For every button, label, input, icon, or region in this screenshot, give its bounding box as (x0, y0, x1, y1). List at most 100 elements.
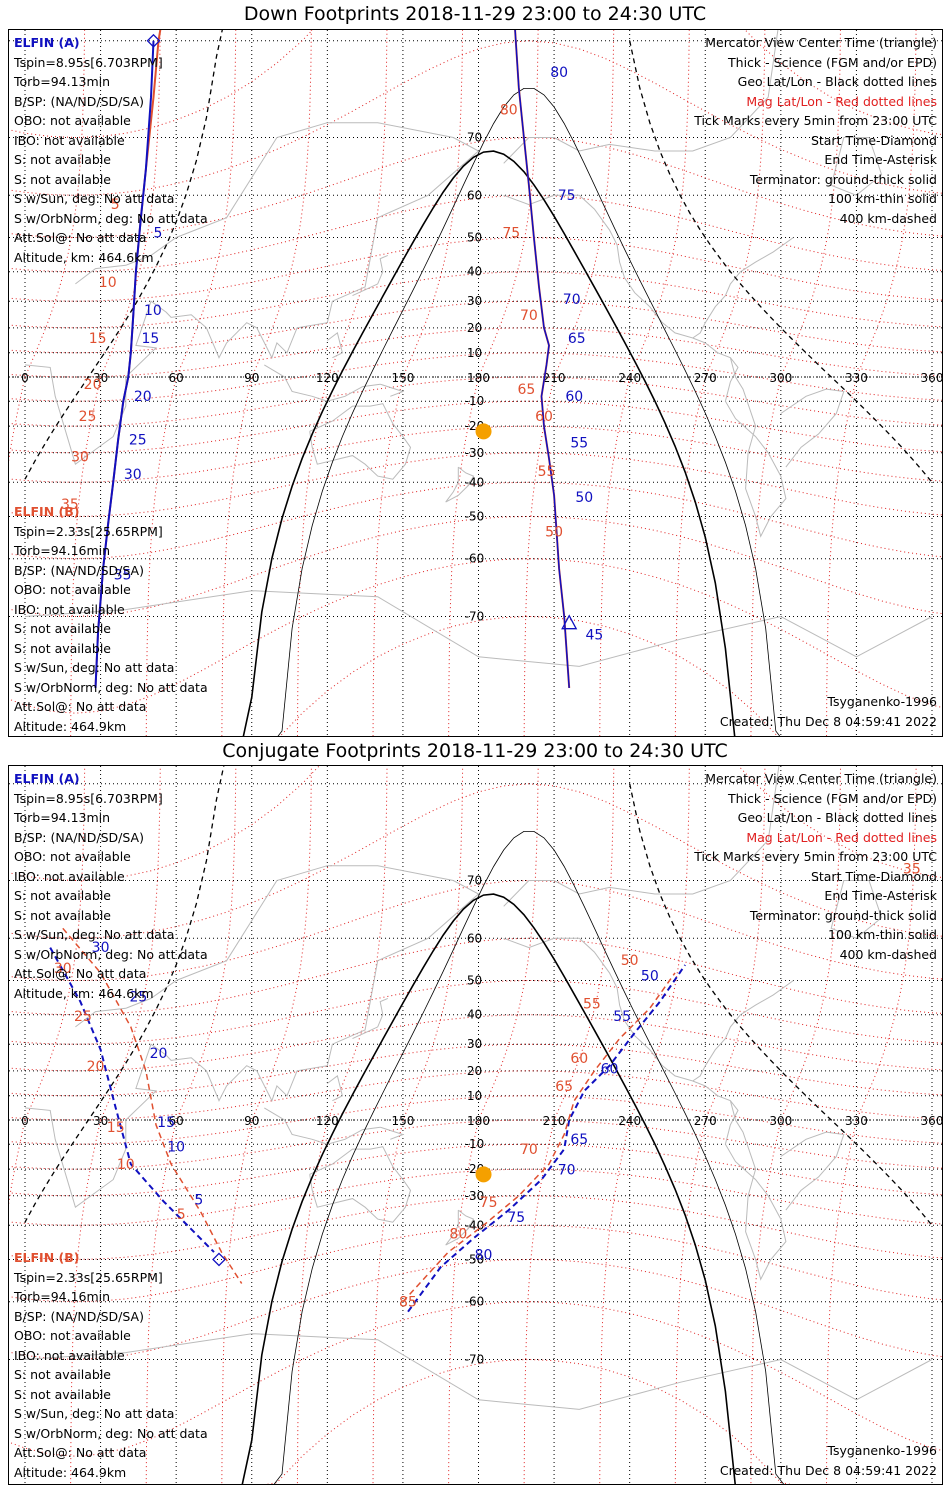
info-line: OBO: not available (14, 113, 131, 128)
info-line: OBO: not available (14, 582, 131, 597)
mag-meridian (296, 766, 388, 1484)
lat-tick-label: 30 (467, 1037, 482, 1051)
info-line: IBO: not available (14, 132, 125, 148)
tick-label-b: 20 (87, 1059, 105, 1075)
legend-line: Thick - Science (FGM and/or EPD) (728, 790, 937, 806)
tick-label-b: 80 (449, 1226, 467, 1242)
lon-tick-label: 210 (543, 371, 566, 385)
tick-label-a: 65 (570, 1132, 588, 1148)
info-line: S: not available (14, 621, 111, 636)
tick-label-a: 15 (157, 1115, 175, 1131)
legend-line: Tick Marks every 5min from 23:00 UTC (694, 849, 937, 864)
mag-parallel (9, 1224, 942, 1303)
tick-label-b: 70 (520, 308, 538, 324)
mag-parallel (9, 40, 942, 196)
mag-parallel (9, 481, 942, 560)
info-line: Torb=94.16min (14, 1289, 111, 1304)
tick-label-b: 35 (61, 497, 79, 513)
lon-tick-label: 120 (316, 371, 339, 385)
track-layer: 30 25 20 15 10 5 30 25 20 15 10 5 50 55 60 65 70 75 80 50 55… (49, 861, 921, 1313)
lon-tick-label: 360 (921, 371, 942, 385)
elfin-b-info: ELFIN (B) Tspin=2.33s[25.65RPM] Torb=94.… (14, 1248, 208, 1482)
elfin-a-header: ELFIN (A) (14, 771, 80, 786)
legend-line: Thick - Science (FGM and/or EPD) (728, 54, 937, 70)
legend-line: Terminator: ground-thick solid (749, 907, 937, 923)
coastline (503, 194, 794, 339)
lon-tick-label: 270 (694, 1114, 717, 1128)
tick-label-a: 65 (568, 331, 586, 347)
lat-tick-label: -50 (465, 509, 485, 523)
mag-parallel (266, 1358, 792, 1484)
tick-label-a: 35 (114, 567, 132, 583)
info-line: B/SP: (NA/ND/SD/SA) (14, 1308, 144, 1324)
tick-label-b: 65 (517, 382, 535, 398)
mag-parallel (9, 452, 942, 518)
info-line: B/SP: (NA/ND/SD/SA) (14, 829, 144, 845)
coastline (264, 364, 405, 402)
tick-label-b: 5 (177, 1207, 186, 1223)
info-line: OBO: not available (14, 1328, 131, 1343)
tick-label-b: 5 (111, 197, 120, 213)
legend-line: Mercator View Center Time (triangle) (705, 771, 937, 786)
terminator-400km (629, 783, 933, 1226)
coastline (24, 865, 480, 1209)
info-line: S: not available (14, 888, 111, 903)
legend-line: End Time-Asterisk (824, 888, 937, 903)
coastline (24, 1333, 933, 1410)
info-line: Tspin=2.33s[25.65RPM] (14, 1269, 163, 1285)
coastline (780, 388, 845, 468)
tick-label-a: 20 (150, 1046, 168, 1062)
mag-parallel (9, 1258, 942, 1361)
lat-tick-label: 50 (467, 231, 482, 245)
lon-tick-label: 360 (921, 1114, 942, 1128)
info-line: Tspin=2.33s[25.65RPM] (14, 523, 163, 539)
tick-label-b: 10 (99, 275, 117, 291)
tick-label-b: 15 (89, 331, 107, 347)
mag-parallel (9, 425, 942, 483)
tick-label-b: 55 (583, 996, 601, 1012)
tick-label-a: 80 (550, 65, 568, 81)
elfin-a-header: ELFIN (A) (14, 35, 80, 50)
mag-grid (9, 30, 942, 736)
map-canvas: 0 30 60 90 120 150 180 210 240 270 300 330 360 70 60 50… (9, 766, 942, 1484)
mag-parallel (279, 615, 779, 736)
info-line: IBO: not available (14, 868, 125, 884)
info-line: S: not available (14, 1386, 111, 1402)
terminator (24, 30, 933, 736)
terminator (24, 766, 933, 1484)
info-line: B/SP: (NA/ND/SD/SA) (14, 562, 144, 578)
tick-label-a: 80 (475, 1247, 493, 1263)
coastline (264, 1107, 405, 1145)
info-line: S: not available (14, 1367, 111, 1382)
terminator-400km (24, 766, 225, 1223)
tick-label-b: 50 (621, 953, 639, 969)
elfin-a-info: ELFIN (A) Tspin=8.95s[6.703RPM] Torb=94.… (14, 33, 208, 267)
tick-label-a: 55 (570, 435, 588, 451)
tick-label-a: 10 (167, 1140, 185, 1156)
coastlines (24, 766, 933, 1410)
coastline (503, 937, 794, 1082)
mag-parallel (9, 515, 942, 618)
lat-tick-label: -50 (465, 1252, 485, 1266)
tick-label-b: 65 (555, 1079, 573, 1095)
info-line: Altitude: 464.9km (14, 718, 127, 734)
lat-tick-label: 60 (467, 931, 482, 945)
sun-disk (475, 1166, 492, 1183)
tick-label-b: 50 (545, 524, 563, 540)
lon-tick-label: 120 (316, 1114, 339, 1128)
terminator-400km (24, 30, 223, 480)
coastline (692, 337, 787, 538)
info-line: Tspin=8.95s[6.703RPM] (14, 54, 163, 70)
axis-labels: 0 30 60 90 120 150 180 210 240 270 300 330 360 70 60 50… (21, 131, 942, 624)
coastline (24, 122, 480, 466)
mag-parallel (9, 558, 942, 714)
mag-meridian (599, 30, 690, 736)
info-line: Tspin=8.95s[6.703RPM] (14, 790, 163, 806)
terminator-ground (242, 150, 736, 736)
tick-label-b: 20 (84, 377, 102, 393)
lon-tick-label: 150 (391, 1114, 414, 1128)
lon-tick-label: 150 (391, 371, 414, 385)
info-line: Att.Sol@: No att data (14, 966, 147, 981)
tick-label-a: 15 (141, 331, 159, 347)
lon-tick-label: 30 (93, 371, 108, 385)
